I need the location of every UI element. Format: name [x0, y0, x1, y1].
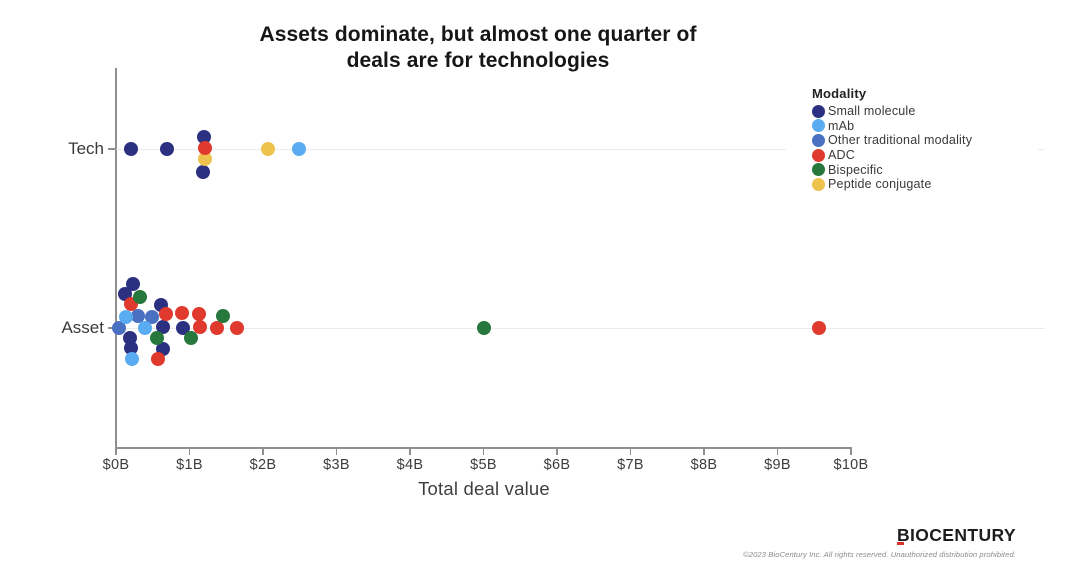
- data-point-other-traditional-modality: [111, 321, 126, 335]
- chart-title-line2: deals are for technologies: [346, 49, 610, 72]
- x-tick-label-2: $2B: [249, 457, 277, 473]
- legend-swatch-other-traditional-modality: [812, 133, 825, 147]
- data-point-small-molecule: [159, 142, 174, 156]
- x-tick-label-1: $1B: [176, 457, 203, 473]
- x-tick-0: [115, 448, 117, 455]
- y-axis-label-asset: Asset: [61, 318, 104, 337]
- data-point-adc: [812, 321, 827, 335]
- data-point-adc: [209, 321, 224, 335]
- x-tick-label-8: $8B: [690, 457, 718, 473]
- biocentury-logo-text: BIOCENTURY: [896, 525, 1016, 545]
- legend-item-mab: mAb: [812, 119, 1038, 134]
- row-line-tech: [116, 148, 1045, 150]
- data-point-adc: [158, 307, 173, 321]
- y-tick-tech: [108, 148, 116, 150]
- legend-items: Small molecule mAb Other traditional modal…: [812, 104, 1038, 192]
- biocentury-logo: BIOCENTURY: [896, 525, 1016, 546]
- legend-item-label-other-traditional-modality: Other traditional modality: [828, 133, 973, 148]
- legend-item-label-mab: mAb: [828, 118, 855, 133]
- legend-title: Modality: [812, 86, 867, 101]
- data-point-mab: [137, 321, 152, 335]
- x-tick-label-9: $9B: [764, 457, 791, 473]
- data-point-other-traditional-modality: [131, 309, 146, 323]
- x-tick-5: [482, 448, 485, 455]
- data-point-other-traditional-modality: [145, 310, 159, 324]
- x-tick-label-0: $0B: [102, 457, 130, 473]
- legend: Modality Small molecule mAb Other traditio…: [786, 84, 1038, 196]
- x-tick-label-3: $3B: [323, 457, 350, 473]
- legend-item-label-adc: ADC: [828, 148, 855, 163]
- x-axis-title: Total deal value: [418, 478, 550, 499]
- data-point-bispecific: [133, 290, 148, 304]
- x-tick-label-5: $5B: [470, 457, 497, 473]
- x-axis-line: [115, 447, 852, 449]
- x-tick-4: [409, 448, 411, 455]
- x-tick-label-10: $10B: [833, 457, 869, 473]
- x-tick-9: [776, 448, 779, 455]
- data-point-bispecific: [183, 331, 198, 345]
- data-point-mab: [119, 310, 134, 324]
- copyright-text: ©2023 BioCentury Inc. All rights reserve…: [743, 550, 1016, 559]
- data-point-mab: [125, 352, 140, 366]
- legend-item-adc: ADC: [812, 148, 1038, 163]
- data-point-mab: [292, 142, 306, 156]
- data-point-adc: [192, 307, 207, 321]
- legend-item-small-molecule: Small molecule: [812, 104, 1038, 119]
- x-tick-label-4: $4B: [396, 457, 424, 473]
- data-point-adc: [230, 321, 245, 335]
- x-tick-label-6: $6B: [543, 457, 571, 473]
- x-tick-1: [188, 448, 191, 455]
- data-point-small-molecule: [197, 130, 212, 144]
- data-point-adc: [150, 352, 165, 366]
- data-point-bispecific: [476, 321, 491, 335]
- data-point-small-molecule: [125, 277, 140, 291]
- legend-item-other-traditional-modality: Other traditional modality: [812, 133, 1038, 148]
- data-point-adc: [197, 141, 212, 155]
- legend-item-bispecific: Bispecific: [812, 162, 1038, 177]
- data-point-bispecific: [150, 331, 165, 345]
- data-point-small-molecule: [123, 341, 138, 355]
- legend-swatch-bispecific: [812, 163, 825, 177]
- x-tick-2: [262, 448, 264, 455]
- x-tick-7: [629, 448, 632, 455]
- legend-swatch-peptide-conjugate: [812, 177, 825, 191]
- x-tick-8: [703, 448, 705, 455]
- data-point-peptide-conjugate: [197, 152, 212, 166]
- chart-title-line1: Assets dominate, but almost one quarter …: [259, 23, 697, 46]
- legend-item-peptide-conjugate: Peptide conjugate: [812, 177, 1038, 192]
- legend-swatch-adc: [812, 148, 825, 162]
- x-tick-label-7: $7B: [617, 457, 644, 473]
- logo-red-accent: [896, 541, 904, 545]
- data-point-peptide-conjugate: [261, 142, 276, 156]
- x-tick-3: [335, 448, 338, 455]
- data-point-adc: [192, 320, 207, 334]
- legend-swatch-mab: [812, 119, 825, 133]
- x-tick-10: [850, 448, 852, 455]
- y-axis-label-tech: Tech: [68, 139, 104, 158]
- data-point-small-molecule: [123, 142, 138, 156]
- data-point-bispecific: [216, 309, 231, 323]
- legend-item-label-peptide-conjugate: Peptide conjugate: [828, 177, 932, 192]
- legend-item-label-bispecific: Bispecific: [828, 162, 883, 177]
- data-point-small-molecule: [156, 320, 171, 334]
- x-tick-6: [556, 448, 558, 455]
- legend-swatch-small-molecule: [812, 104, 825, 118]
- row-line-asset: [116, 327, 1045, 329]
- data-point-adc: [175, 306, 190, 320]
- data-point-small-molecule: [195, 165, 210, 179]
- legend-item-label-small-molecule: Small molecule: [828, 104, 916, 119]
- y-axis-line: [115, 68, 117, 448]
- chart-title: Assets dominate, but almost one quarter …: [0, 22, 956, 74]
